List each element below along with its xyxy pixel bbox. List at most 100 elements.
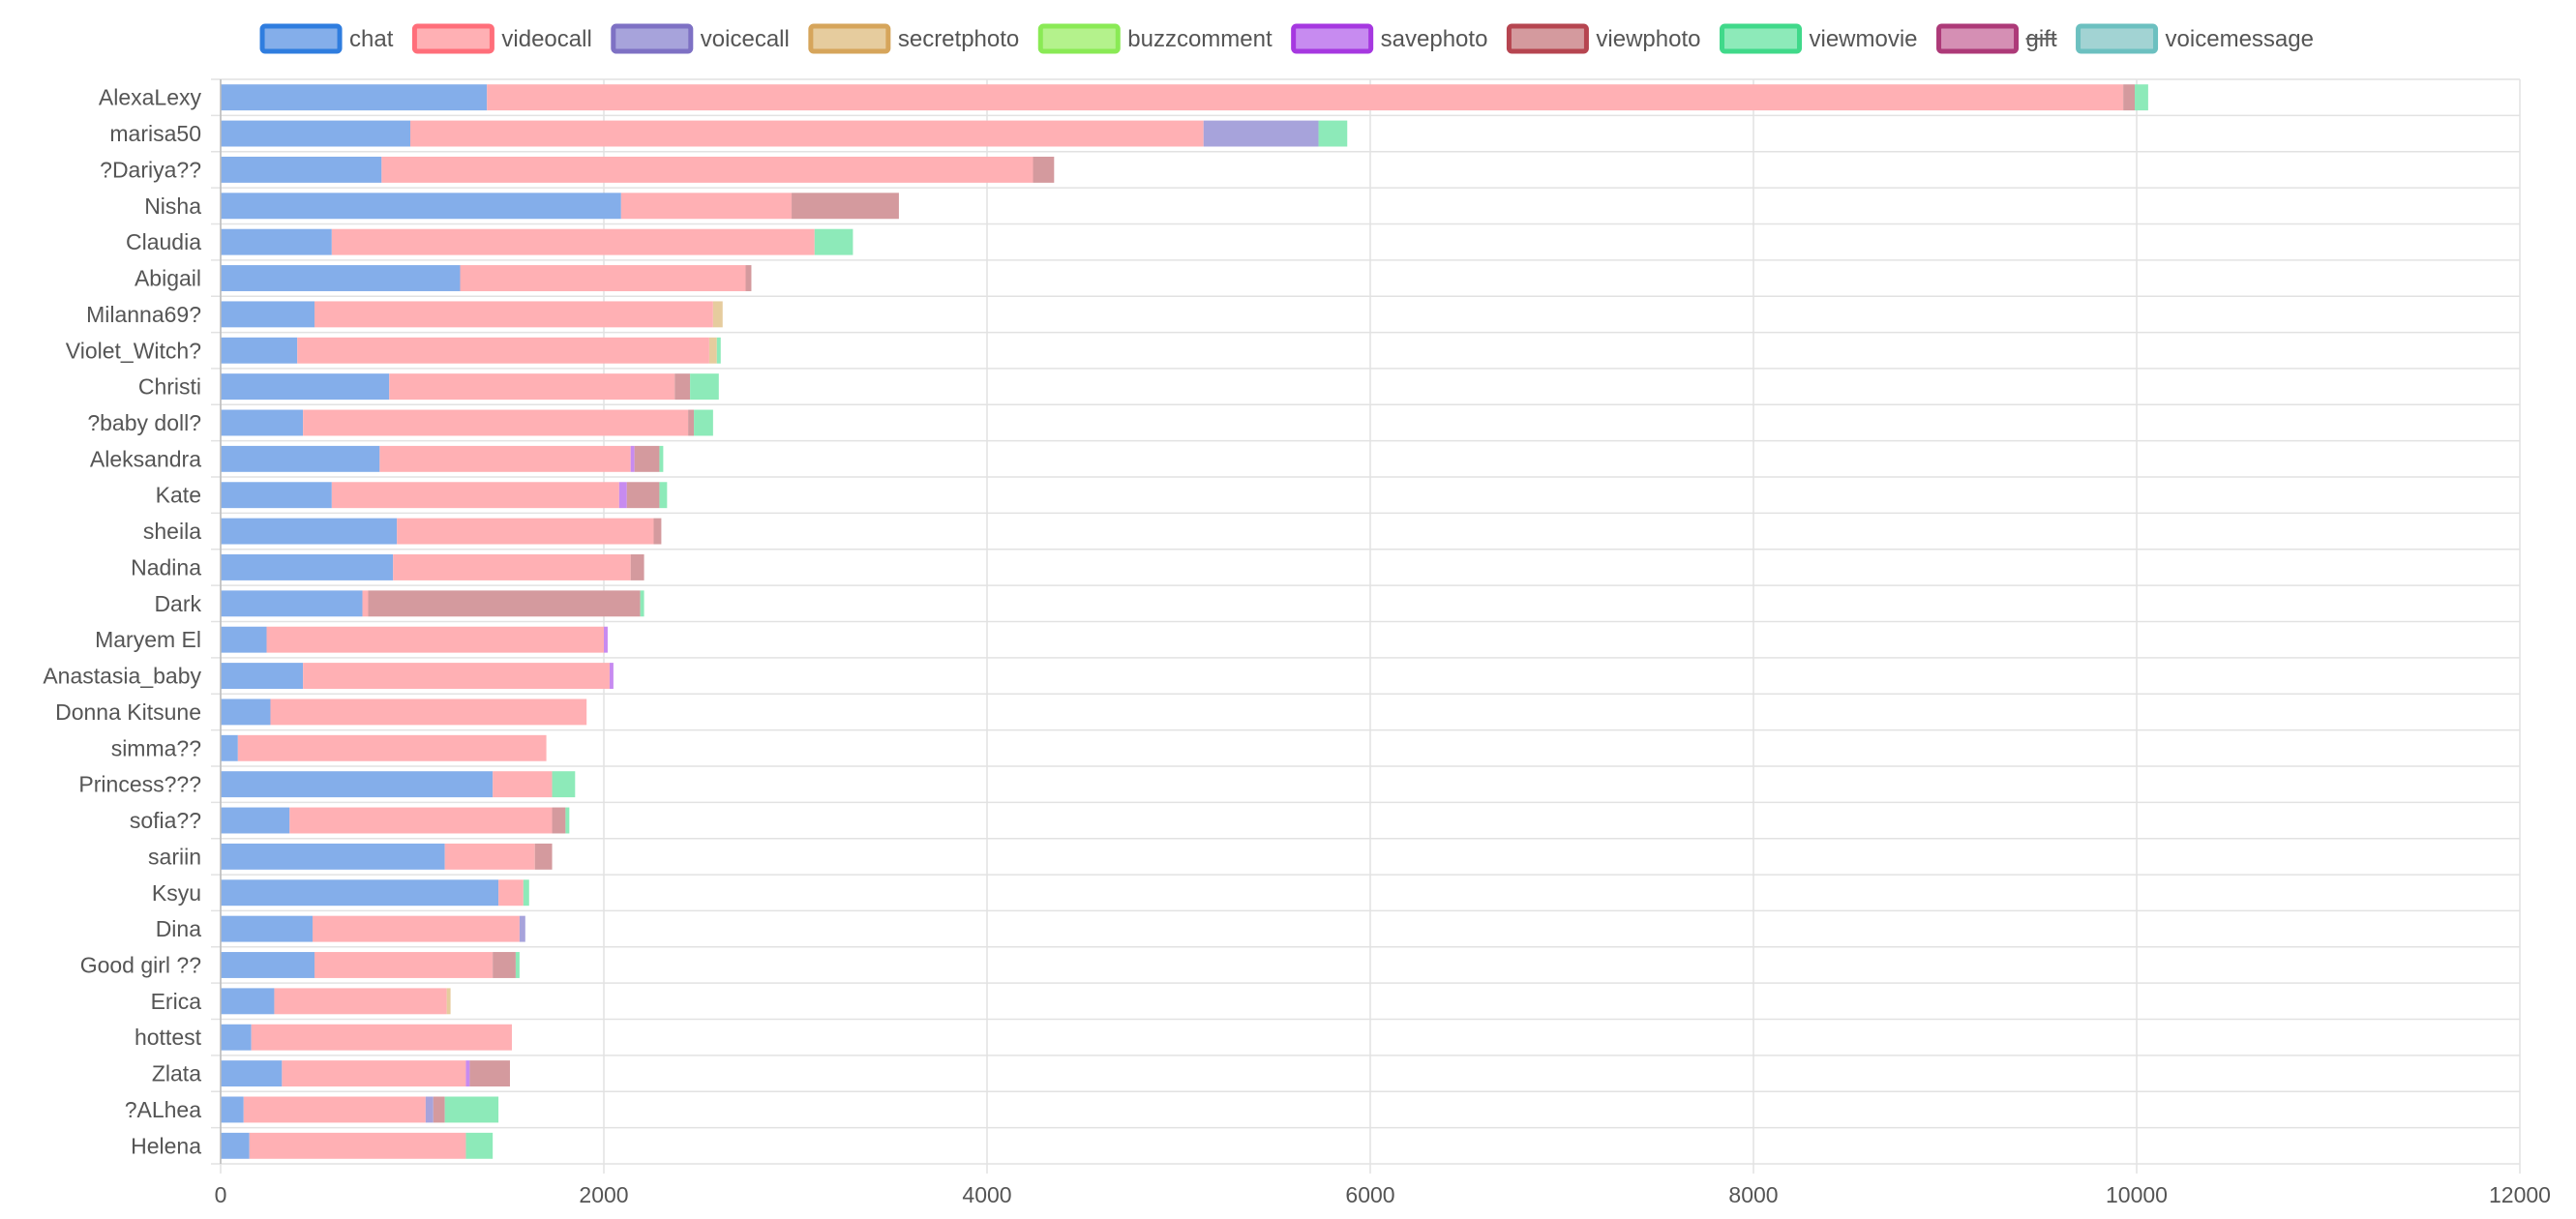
bar-segment-secretphoto-erica[interactable] bbox=[446, 988, 451, 1015]
bar-segment-viewphoto-baby-doll[interactable] bbox=[688, 409, 695, 436]
bar-segment-chat-anastasia-baby[interactable] bbox=[221, 663, 304, 690]
bar-segment-chat-nisha[interactable] bbox=[221, 193, 621, 220]
bar-segment-chat-hottest[interactable] bbox=[221, 1024, 252, 1051]
bar-segment-voicecall-marisa50[interactable] bbox=[1203, 120, 1319, 147]
bar-segment-videocall-nisha[interactable] bbox=[620, 193, 793, 220]
bar-segment-chat-sheila[interactable] bbox=[221, 518, 398, 545]
bar-segment-videocall-kate[interactable] bbox=[331, 482, 619, 509]
bar-segment-chat-marisa50[interactable] bbox=[221, 120, 411, 147]
bar-segment-chat-milanna69[interactable] bbox=[221, 301, 315, 328]
bar-segment-videocall-alhea[interactable] bbox=[243, 1096, 426, 1123]
bar-segment-viewphoto-kate[interactable] bbox=[626, 482, 660, 509]
bar-segment-chat-sariin[interactable] bbox=[221, 843, 445, 870]
bar-segment-videocall-baby-doll[interactable] bbox=[303, 409, 689, 436]
bar-segment-videocall-hottest[interactable] bbox=[251, 1024, 512, 1051]
bar-segment-videocall-abigail[interactable] bbox=[460, 265, 746, 291]
bar-segment-viewphoto-zlata[interactable] bbox=[469, 1060, 510, 1087]
bar-segment-viewphoto-nisha[interactable] bbox=[792, 193, 899, 220]
bar-segment-videocall-maryem-el[interactable] bbox=[266, 626, 604, 653]
bar-segment-videocall-sariin[interactable] bbox=[444, 843, 535, 870]
bar-segment-savephoto-aleksandra[interactable] bbox=[630, 445, 635, 472]
bar-segment-viewmovie-sofia[interactable] bbox=[565, 807, 570, 834]
bar-segment-viewmovie-violet-witch[interactable] bbox=[716, 337, 721, 364]
bar-segment-viewmovie-marisa50[interactable] bbox=[1318, 120, 1348, 147]
bar-segment-chat-alhea[interactable] bbox=[221, 1096, 244, 1123]
bar-segment-videocall-good-girl[interactable] bbox=[315, 952, 494, 978]
bar-segment-videocall-christi[interactable] bbox=[389, 373, 675, 401]
bar-segment-chat-dark[interactable] bbox=[221, 590, 363, 617]
bar-segment-chat-dariya[interactable] bbox=[221, 156, 382, 183]
bar-segment-videocall-anastasia-baby[interactable] bbox=[303, 663, 610, 690]
legend-item-voicemessage[interactable]: voicemessage bbox=[2076, 23, 2314, 54]
bar-segment-viewmovie-princess[interactable] bbox=[552, 771, 576, 798]
bar-segment-chat-kate[interactable] bbox=[221, 482, 332, 509]
bar-segment-savephoto-anastasia-baby[interactable] bbox=[609, 663, 614, 690]
legend-item-gift[interactable]: gift bbox=[1936, 23, 2057, 54]
legend-item-savephoto[interactable]: savephoto bbox=[1291, 23, 1488, 54]
bar-segment-videocall-milanna69[interactable] bbox=[315, 301, 713, 328]
bar-segment-viewmovie-baby-doll[interactable] bbox=[694, 409, 713, 436]
legend-item-videocall[interactable]: videocall bbox=[411, 23, 592, 54]
bar-segment-videocall-dark[interactable] bbox=[362, 590, 369, 617]
bar-segment-viewmovie-aleksandra[interactable] bbox=[659, 445, 664, 472]
legend-item-secretphoto[interactable]: secretphoto bbox=[808, 23, 1019, 54]
bar-segment-viewmovie-ksyu[interactable] bbox=[523, 879, 529, 907]
bar-segment-videocall-alexalexy[interactable] bbox=[487, 84, 2124, 111]
legend-item-viewphoto[interactable]: viewphoto bbox=[1506, 23, 1701, 54]
bar-segment-videocall-claudia[interactable] bbox=[331, 228, 815, 255]
bar-segment-viewmovie-kate[interactable] bbox=[659, 482, 668, 509]
bar-segment-viewphoto-good-girl[interactable] bbox=[493, 952, 516, 978]
bar-segment-videocall-zlata[interactable] bbox=[282, 1060, 466, 1087]
bar-segment-videocall-dariya[interactable] bbox=[381, 156, 1033, 183]
legend-item-voicecall[interactable]: voicecall bbox=[611, 23, 790, 54]
bar-segment-viewphoto-sofia[interactable] bbox=[552, 807, 566, 834]
bar-segment-chat-claudia[interactable] bbox=[221, 228, 332, 255]
bar-segment-secretphoto-milanna69[interactable] bbox=[712, 301, 723, 328]
bar-segment-voicecall-alhea[interactable] bbox=[425, 1096, 434, 1123]
bar-segment-chat-nadina[interactable] bbox=[221, 553, 394, 580]
bar-segment-videocall-nadina[interactable] bbox=[393, 553, 631, 580]
bar-segment-chat-ksyu[interactable] bbox=[221, 879, 499, 907]
bar-segment-videocall-ksyu[interactable] bbox=[498, 879, 524, 907]
bar-segment-viewphoto-dark[interactable] bbox=[368, 590, 641, 617]
bar-segment-chat-christi[interactable] bbox=[221, 373, 390, 401]
bar-segment-chat-princess[interactable] bbox=[221, 771, 494, 798]
bar-segment-viewmovie-christi[interactable] bbox=[690, 373, 719, 401]
bar-segment-chat-dina[interactable] bbox=[221, 915, 314, 942]
bar-segment-chat-violet-witch[interactable] bbox=[221, 337, 298, 364]
bar-segment-viewphoto-abigail[interactable] bbox=[745, 265, 752, 291]
legend-item-chat[interactable]: chat bbox=[259, 23, 394, 54]
bar-segment-viewphoto-sheila[interactable] bbox=[653, 518, 662, 545]
bar-segment-chat-sofia[interactable] bbox=[221, 807, 290, 834]
bar-segment-viewmovie-helena[interactable] bbox=[465, 1132, 494, 1159]
bar-segment-savephoto-zlata[interactable] bbox=[465, 1060, 470, 1087]
bar-segment-chat-aleksandra[interactable] bbox=[221, 445, 380, 472]
bar-segment-videocall-simma[interactable] bbox=[237, 734, 547, 761]
bar-segment-viewmovie-alexalexy[interactable] bbox=[2135, 84, 2148, 111]
bar-segment-chat-simma[interactable] bbox=[221, 734, 238, 761]
legend-item-buzzcomment[interactable]: buzzcomment bbox=[1037, 23, 1273, 54]
bar-segment-videocall-aleksandra[interactable] bbox=[379, 445, 631, 472]
bar-segment-savephoto-kate[interactable] bbox=[618, 482, 627, 509]
bar-segment-chat-abigail[interactable] bbox=[221, 265, 461, 291]
bar-segment-chat-helena[interactable] bbox=[221, 1132, 250, 1159]
legend-item-viewmovie[interactable]: viewmovie bbox=[1720, 23, 1918, 54]
bar-segment-viewphoto-sariin[interactable] bbox=[534, 843, 553, 870]
bar-segment-chat-donna-kitsune[interactable] bbox=[221, 699, 271, 726]
bar-segment-videocall-princess[interactable] bbox=[493, 771, 553, 798]
bar-segment-videocall-erica[interactable] bbox=[274, 988, 447, 1015]
bar-segment-chat-zlata[interactable] bbox=[221, 1060, 283, 1087]
bar-segment-chat-maryem-el[interactable] bbox=[221, 626, 267, 653]
bar-segment-videocall-violet-witch[interactable] bbox=[297, 337, 709, 364]
bar-segment-viewphoto-alexalexy[interactable] bbox=[2123, 84, 2136, 111]
bar-segment-videocall-marisa50[interactable] bbox=[410, 120, 1204, 147]
bar-segment-viewphoto-aleksandra[interactable] bbox=[634, 445, 660, 472]
bar-segment-chat-erica[interactable] bbox=[221, 988, 275, 1015]
bar-segment-viewphoto-nadina[interactable] bbox=[630, 553, 644, 580]
bar-segment-videocall-sheila[interactable] bbox=[397, 518, 654, 545]
legend[interactable]: chat videocall voicecall secretphoto buzzcom… bbox=[259, 23, 2314, 54]
bar-segment-chat-baby-doll[interactable] bbox=[221, 409, 304, 436]
bar-segment-viewmovie-dark[interactable] bbox=[640, 590, 644, 617]
bar-segment-videocall-helena[interactable] bbox=[249, 1132, 466, 1159]
bar-segment-voicecall-dina[interactable] bbox=[519, 915, 525, 942]
